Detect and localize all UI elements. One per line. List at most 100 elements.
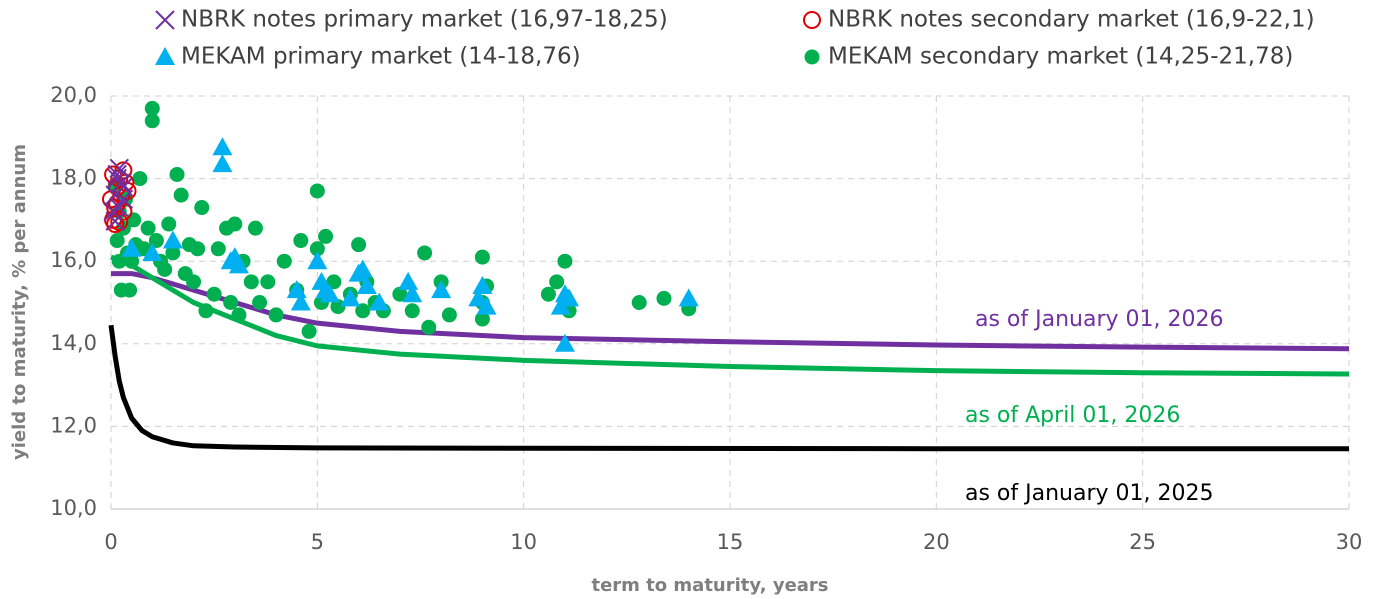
dot-marker — [804, 49, 820, 65]
dot-marker — [276, 253, 292, 269]
dot-marker — [318, 228, 334, 244]
triangle-marker — [348, 263, 369, 282]
x-marker — [155, 10, 175, 30]
x-tick-label: 0 — [104, 530, 117, 554]
triangle-marker — [212, 154, 233, 173]
dot-marker — [190, 241, 206, 257]
curve-label: as of April 01, 2026 — [965, 403, 1180, 428]
curve-label: as of January 01, 2025 — [965, 481, 1214, 506]
dot-marker — [165, 245, 181, 261]
y-axis-label: yield to maturity, % per annum — [9, 144, 30, 460]
dot-marker — [293, 233, 309, 249]
dot-marker — [557, 253, 573, 269]
curve-label: as of January 01, 2026 — [975, 307, 1224, 332]
circle-marker — [803, 11, 821, 29]
dot-marker — [540, 286, 556, 302]
dot-marker — [417, 245, 433, 261]
dot-marker — [132, 171, 148, 187]
dot-marker — [330, 299, 346, 315]
dot-marker — [194, 200, 210, 216]
triangle-marker — [307, 251, 328, 270]
dot-marker — [351, 237, 367, 253]
triangle-marker — [340, 288, 361, 307]
scatter-series — [103, 158, 134, 231]
x-tick-label: 30 — [1336, 530, 1363, 554]
dot-marker — [309, 183, 325, 199]
legend-label: MEKAM secondary market (14,25-21,78) — [828, 44, 1293, 70]
dot-marker — [404, 303, 420, 319]
dot-marker — [421, 319, 437, 335]
curve — [110, 254, 1350, 377]
x-tick-label: 5 — [311, 530, 324, 554]
triangle-marker — [121, 238, 142, 257]
triangle-marker — [678, 288, 699, 307]
dot-marker — [355, 303, 371, 319]
triangle-marker — [142, 242, 163, 261]
dot-marker — [169, 166, 185, 182]
curve — [108, 324, 1349, 452]
dot-marker — [161, 216, 177, 232]
circle-marker — [108, 194, 127, 213]
dot-marker — [549, 274, 565, 290]
dot-marker — [186, 274, 202, 290]
dot-marker — [260, 274, 276, 290]
x-tick-label: 20 — [923, 530, 950, 554]
dot-marker — [157, 261, 173, 277]
triangle-marker — [402, 284, 423, 303]
dot-marker — [227, 216, 243, 232]
triangle-marker — [559, 288, 580, 307]
dot-marker — [268, 307, 284, 323]
triangle-marker — [369, 292, 390, 311]
dot-marker — [656, 290, 672, 306]
y-tick-label: 10,0 — [50, 496, 97, 520]
x-marker — [105, 211, 125, 231]
triangle-marker — [468, 288, 489, 307]
dot-marker — [173, 187, 189, 203]
dot-marker — [210, 241, 226, 257]
dot-marker — [247, 220, 263, 236]
dot-marker — [124, 253, 140, 269]
x-marker — [107, 164, 127, 185]
triangle-marker — [431, 280, 452, 299]
triangle-marker — [162, 230, 183, 249]
dot-marker — [140, 220, 156, 236]
legend-label: MEKAM primary market (14-18,76) — [181, 44, 581, 70]
triangle-marker — [315, 280, 336, 299]
x-tick-label: 10 — [510, 530, 537, 554]
y-tick-label: 16,0 — [50, 248, 97, 272]
triangle-marker — [554, 333, 575, 352]
x-marker — [109, 197, 129, 218]
x-marker — [113, 177, 134, 197]
y-tick-label: 12,0 — [50, 413, 97, 437]
circle-marker — [110, 212, 129, 231]
dot-marker — [309, 241, 325, 257]
triangle-marker — [155, 47, 175, 65]
triangle-marker — [212, 137, 233, 156]
dot-marker — [144, 100, 160, 116]
dot-marker — [198, 303, 214, 319]
dot-marker — [223, 295, 239, 310]
y-tick-label: 14,0 — [50, 331, 97, 355]
triangle-marker — [472, 275, 493, 294]
x-axis-label: term to maturity, years — [591, 575, 828, 596]
triangle-marker — [356, 275, 377, 294]
x-tick-label: 25 — [1129, 530, 1156, 554]
dot-marker — [206, 286, 222, 302]
triangle-marker — [398, 271, 419, 290]
dot-marker — [392, 286, 408, 302]
dot-marker — [474, 311, 490, 327]
dot-marker — [631, 295, 647, 310]
legend-label: NBRK notes secondary market (16,9-22,1) — [828, 7, 1315, 33]
dot-marker — [441, 307, 457, 323]
dot-marker — [301, 323, 317, 339]
dot-marker — [126, 212, 142, 228]
dot-marker — [474, 249, 490, 265]
triangle-marker — [286, 280, 307, 299]
dot-marker — [231, 307, 247, 323]
scatter-series — [121, 137, 699, 352]
y-tick-label: 20,0 — [50, 83, 97, 107]
dot-marker — [122, 282, 138, 298]
dot-marker — [144, 113, 160, 129]
dot-marker — [109, 233, 125, 249]
